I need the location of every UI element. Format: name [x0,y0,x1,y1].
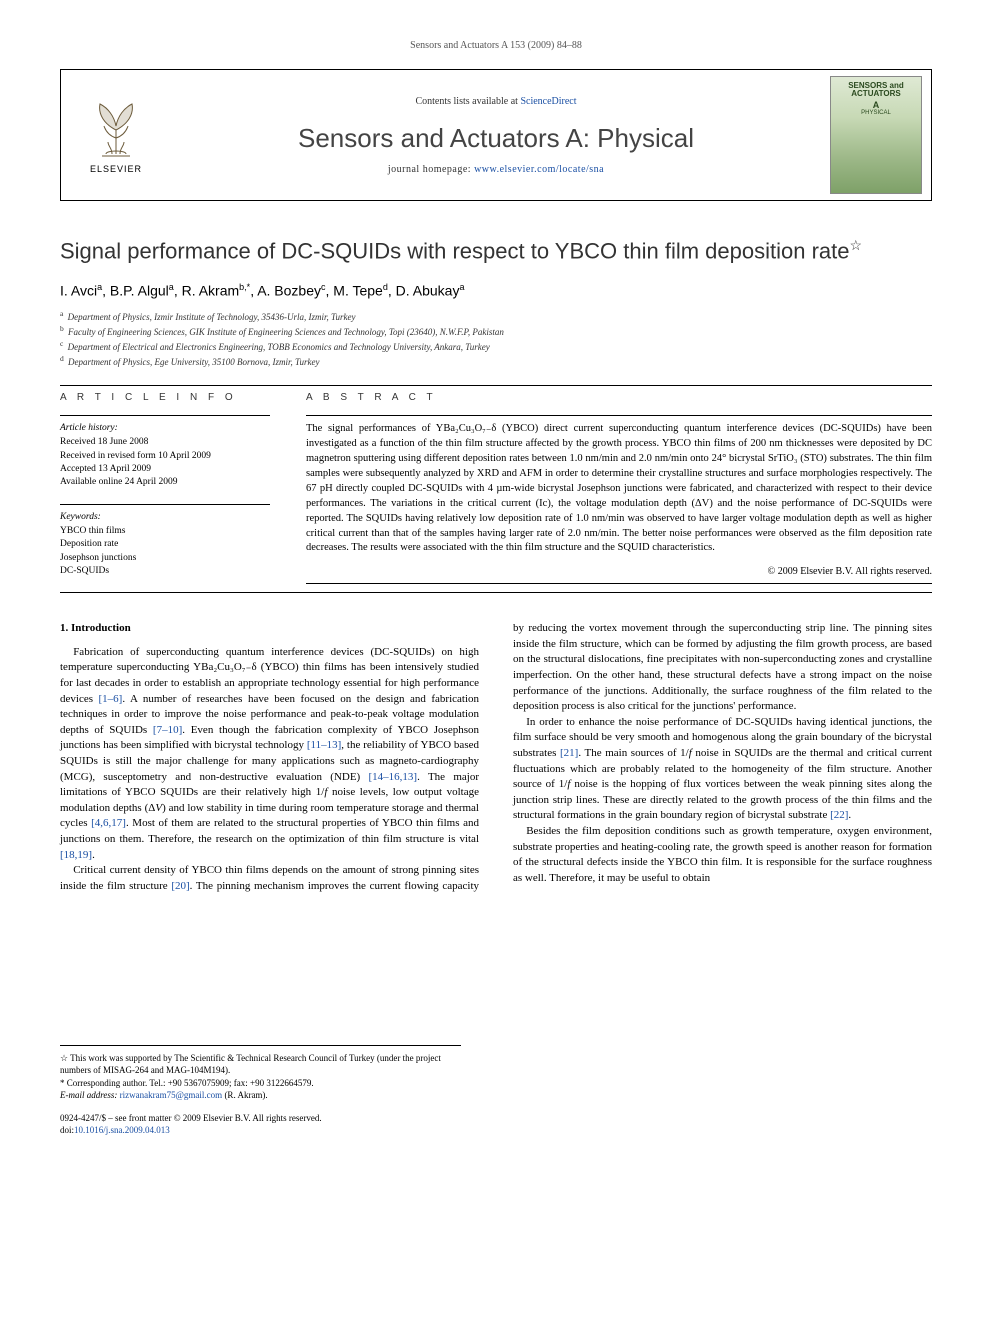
keyword-1: YBCO thin films [60,525,270,538]
keyword-2: Deposition rate [60,538,270,551]
ref-11-13[interactable]: [11–13] [307,739,341,751]
running-head: Sensors and Actuators A 153 (2009) 84–88 [60,40,932,51]
ref-22[interactable]: [22] [830,809,848,821]
intro-p4: Besides the film deposition conditions s… [513,824,932,886]
authors: I. Avcia, B.P. Algula, R. Akramb,*, A. B… [60,282,932,299]
contents-prefix: Contents lists available at [415,96,520,107]
section-1-heading: 1. Introduction [60,621,479,637]
publisher-logo-cell: ELSEVIER [61,70,171,200]
history-received: Received 18 June 2008 [60,436,270,449]
abs-rule-2 [306,583,932,584]
affil-d-text: Department of Physics, Ege University, 3… [68,357,319,367]
intro-p3: In order to enhance the noise performanc… [513,715,932,824]
affil-b-text: Faculty of Engineering Sciences, GIK Ins… [68,327,504,337]
ref-7-10[interactable]: [7–10] [153,724,182,736]
article-title: Signal performance of DC-SQUIDs with res… [60,237,932,264]
intro-p1: Fabrication of superconducting quantum i… [60,645,479,864]
email-link[interactable]: rizwanakram75@gmail.com [120,1090,223,1100]
footnote-email: E-mail address: rizwanakram75@gmail.com … [60,1089,461,1102]
keywords: Keywords: YBCO thin films Deposition rat… [60,511,270,578]
header-center: Contents lists available at ScienceDirec… [171,70,821,200]
abstract-copyright: © 2009 Elsevier B.V. All rights reserved… [306,566,932,577]
ref-14-16-13[interactable]: [14–16,13] [369,771,418,783]
doi-block: 0924-4247/$ – see front matter © 2009 El… [60,1112,461,1136]
affiliation-a: a Department of Physics, Izmir Institute… [60,309,932,324]
affiliation-d: d Department of Physics, Ege University,… [60,354,932,369]
info-heading: A R T I C L E I N F O [60,392,270,403]
abs-rule-1 [306,415,932,416]
ref-4-6-17[interactable]: [4,6,17] [91,817,126,829]
history-accepted: Accepted 13 April 2009 [60,463,270,476]
info-rule-2 [60,504,270,505]
journal-name: Sensors and Actuators A: Physical [298,123,694,154]
homepage-line: journal homepage: www.elsevier.com/locat… [388,164,604,175]
doi-line: doi:10.1016/j.sna.2009.04.013 [60,1124,461,1136]
footnote-funding: ☆ This work was supported by The Scienti… [60,1052,461,1077]
doi-prefix: doi: [60,1125,74,1135]
keyword-3: Josephson junctions [60,552,270,565]
affiliation-c: c Department of Electrical and Electroni… [60,339,932,354]
title-text: Signal performance of DC-SQUIDs with res… [60,238,849,263]
info-rule-1 [60,415,270,416]
keywords-label: Keywords: [60,511,270,524]
footnote-corresponding: * Corresponding author. Tel.: +90 536707… [60,1077,461,1090]
footnotes: ☆ This work was supported by The Scienti… [60,1045,461,1102]
elsevier-tree-icon [84,96,148,160]
doi-link[interactable]: 10.1016/j.sna.2009.04.013 [74,1125,170,1135]
ref-21[interactable]: [21] [560,747,578,759]
keyword-4: DC-SQUIDs [60,565,270,578]
affiliations: a Department of Physics, Izmir Institute… [60,309,932,369]
history-online: Available online 24 April 2009 [60,476,270,489]
homepage-prefix: journal homepage: [388,164,474,175]
affil-a-text: Department of Physics, Izmir Institute o… [68,312,356,322]
abstract-heading: A B S T R A C T [306,392,932,403]
cover-line2: ACTUATORS [851,89,900,98]
article-info: A R T I C L E I N F O Article history: R… [60,392,270,592]
abstract: A B S T R A C T The signal performances … [306,392,932,592]
journal-cover-thumb: SENSORS and ACTUATORS A PHYSICAL [830,76,922,194]
ref-20[interactable]: [20] [171,880,189,892]
sciencedirect-link[interactable]: ScienceDirect [520,96,576,107]
history-revised: Received in revised form 10 April 2009 [60,450,270,463]
ref-1-6[interactable]: [1–6] [99,693,123,705]
email-label: E-mail address: [60,1090,117,1100]
elsevier-label: ELSEVIER [90,164,142,174]
rule-top [60,385,932,386]
journal-header: ELSEVIER Contents lists available at Sci… [60,69,932,201]
homepage-link[interactable]: www.elsevier.com/locate/sna [474,164,604,175]
cover-cell: SENSORS and ACTUATORS A PHYSICAL [821,70,931,200]
abstract-text: The signal performances of YBa₂Cu₃O₇₋δ (… [306,422,932,556]
affil-c-text: Department of Electrical and Electronics… [68,342,490,352]
ref-18-19[interactable]: [18,19] [60,849,92,861]
affiliation-b: b Faculty of Engineering Sciences, GIK I… [60,324,932,339]
email-tail: (R. Akram). [222,1090,268,1100]
title-footnote-marker: ☆ [849,237,862,253]
rule-bottom [60,592,932,593]
cover-tag: PHYSICAL [861,110,891,116]
front-matter-line: 0924-4247/$ – see front matter © 2009 El… [60,1112,461,1124]
history-label: Article history: [60,422,270,435]
contents-line: Contents lists available at ScienceDirec… [415,96,576,107]
body-columns: 1. Introduction Fabrication of supercond… [60,621,932,894]
cover-sub: A [873,100,880,110]
article-history: Article history: Received 18 June 2008 R… [60,422,270,489]
info-abstract-row: A R T I C L E I N F O Article history: R… [60,392,932,592]
